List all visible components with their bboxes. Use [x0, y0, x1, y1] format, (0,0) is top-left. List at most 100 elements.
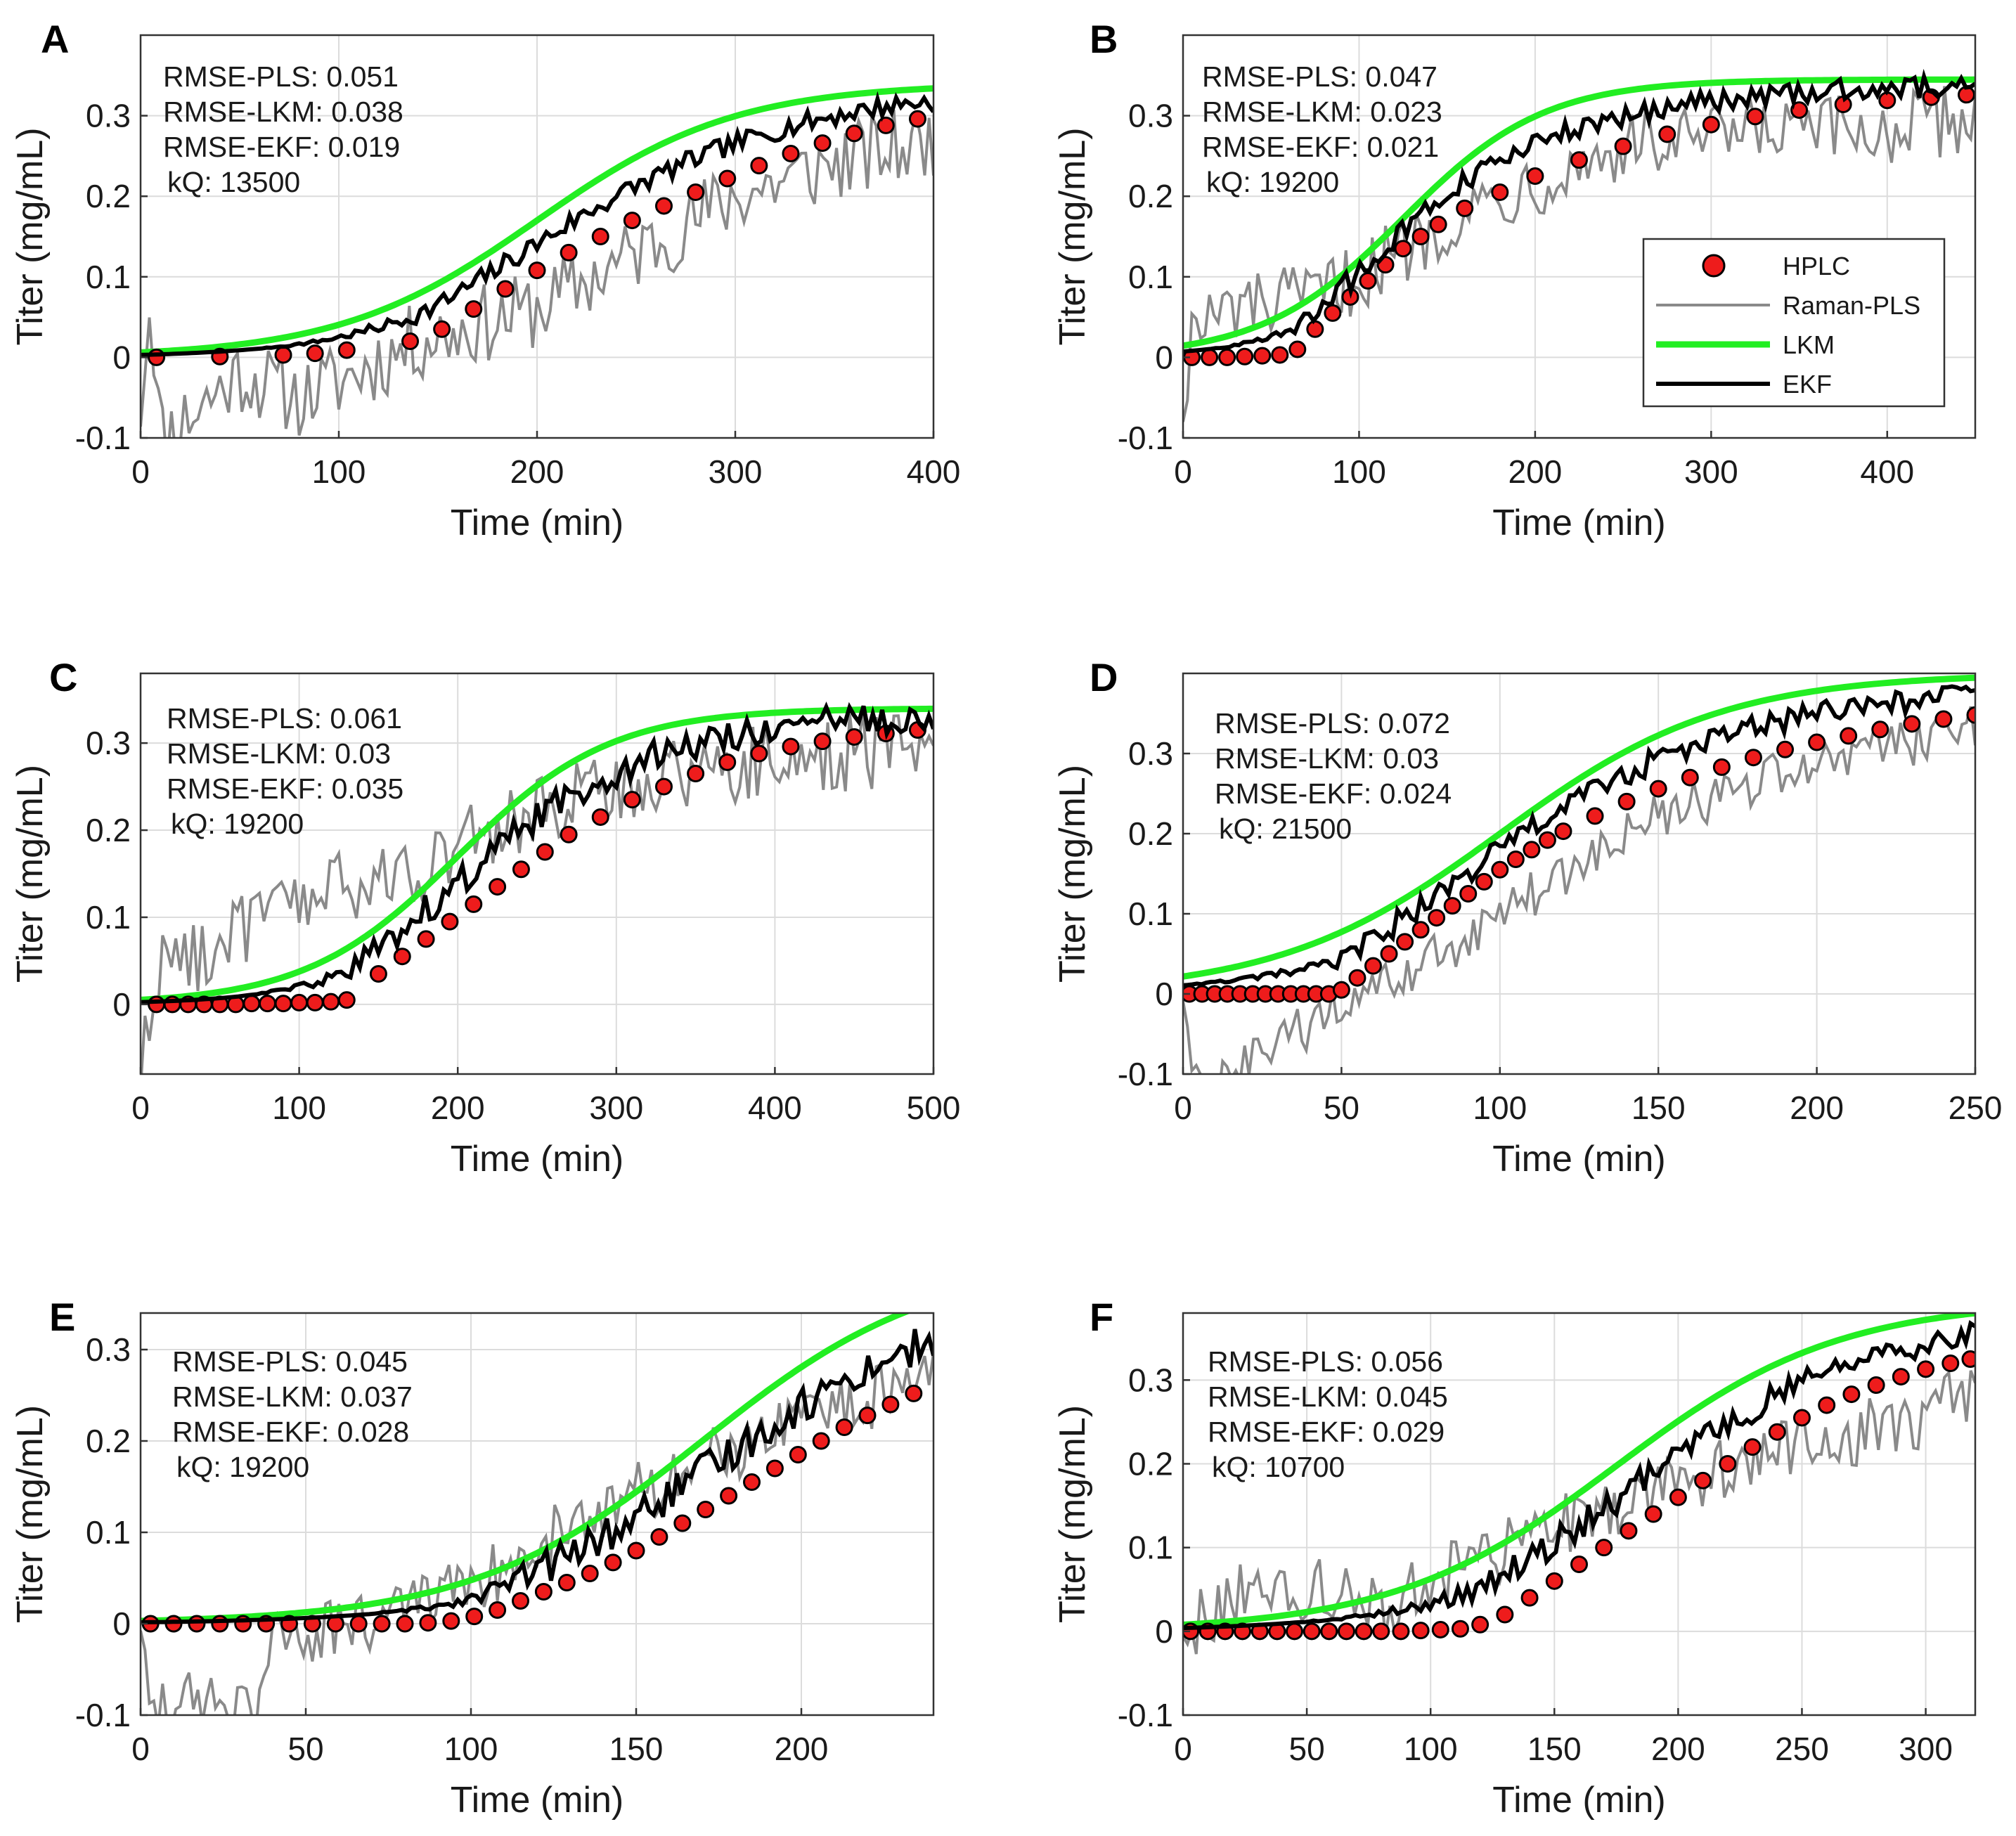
- hplc-point: [1570, 151, 1588, 169]
- hplc-point: [1917, 1360, 1935, 1378]
- hplc-point: [512, 1592, 529, 1610]
- hplc-point: [1355, 1622, 1373, 1641]
- y-tick-label: 0.3: [1128, 735, 1173, 772]
- x-tick-label: 400: [907, 453, 961, 490]
- hplc-point: [1428, 909, 1446, 927]
- x-tick-label: 100: [444, 1731, 498, 1767]
- hplc-point: [1934, 710, 1953, 728]
- x-tick-label: 100: [312, 453, 366, 490]
- y-tick-label: 0.2: [86, 812, 131, 848]
- hplc-point: [1586, 807, 1604, 825]
- hplc-point: [560, 825, 578, 843]
- plot-area: [1183, 1313, 1975, 1655]
- hplc-point: [1620, 1522, 1638, 1540]
- annotation-text: RMSE-LKM: 0.03: [1215, 742, 1439, 775]
- annotation-text: RMSE-EKF: 0.024: [1215, 777, 1452, 810]
- annotation-text: RMSE-LKM: 0.038: [163, 96, 403, 128]
- hplc-point: [557, 1574, 576, 1591]
- series-lkm: [1183, 76, 1975, 349]
- hplc-point: [465, 895, 483, 913]
- axes-frame: [1182, 672, 1977, 1075]
- hplc-point: [845, 728, 863, 746]
- hplc-point: [789, 1446, 807, 1463]
- y-tick-label: 0.3: [86, 1331, 131, 1368]
- hplc-point: [1644, 1505, 1662, 1523]
- hplc-point: [782, 737, 800, 756]
- x-tick-label: 500: [907, 1090, 961, 1126]
- hplc-point: [1320, 1622, 1338, 1641]
- hplc-point: [290, 993, 309, 1011]
- x-axis-label: Time (min): [451, 1139, 624, 1179]
- panel-letter: E: [49, 1295, 75, 1339]
- hplc-point: [1506, 850, 1525, 868]
- hplc-point: [1554, 822, 1572, 841]
- y-tick-label: 0.2: [86, 178, 131, 214]
- hplc-point: [512, 860, 530, 879]
- annotation-text: RMSE-EKF: 0.028: [172, 1416, 409, 1448]
- y-tick-label: 0.2: [1128, 815, 1173, 852]
- annotation-text: kQ: 10700: [1212, 1451, 1345, 1483]
- hplc-point: [720, 1487, 738, 1505]
- hplc-point: [1840, 727, 1858, 745]
- x-tick-label: 50: [287, 1731, 323, 1767]
- hplc-point: [1491, 860, 1509, 879]
- hplc-point: [1218, 348, 1236, 366]
- x-tick-label: 400: [1860, 453, 1914, 490]
- hplc-point: [1475, 872, 1493, 891]
- hplc-point: [1459, 885, 1478, 903]
- hplc-point: [1768, 1423, 1786, 1441]
- hplc-point: [718, 753, 737, 771]
- hplc-point: [1617, 792, 1636, 810]
- hplc-point: [243, 995, 261, 1013]
- axes-frame: [139, 1312, 935, 1717]
- hplc-point: [1614, 137, 1632, 155]
- hplc-point: [188, 1615, 206, 1633]
- x-tick-label: 200: [775, 1731, 829, 1767]
- annotation-text: RMSE-LKM: 0.037: [172, 1381, 413, 1413]
- hplc-point: [687, 183, 705, 201]
- y-tick-label: 0: [112, 339, 131, 375]
- hplc-point: [1271, 346, 1289, 364]
- hplc-point: [536, 843, 554, 861]
- hplc-point: [1520, 1589, 1539, 1607]
- plot-area: [1183, 68, 1975, 422]
- hplc-point: [623, 212, 641, 230]
- hplc-point: [489, 1601, 507, 1619]
- hplc-point: [1712, 758, 1731, 776]
- hplc-point: [1392, 1622, 1410, 1641]
- y-tick-label: 0.1: [86, 899, 131, 936]
- hplc-point: [1719, 1455, 1737, 1473]
- hplc-point: [845, 124, 863, 143]
- hplc-point: [401, 332, 420, 350]
- hplc-point: [750, 157, 768, 175]
- y-tick-label: 0: [1155, 976, 1173, 1012]
- x-tick-label: 400: [748, 1090, 802, 1126]
- x-tick-label: 0: [1174, 1731, 1192, 1767]
- y-tick-label: 0.3: [1128, 1362, 1173, 1398]
- hplc-point: [697, 1501, 715, 1518]
- axes-frame: [1182, 1312, 1977, 1717]
- legend: HPLC Raman-PLS LKM EKF: [1642, 238, 1946, 408]
- plot-area: [1183, 674, 1975, 1074]
- hplc-point: [835, 1418, 853, 1436]
- y-axis-label: Titer (mg/mL): [10, 1405, 51, 1623]
- hplc-point: [813, 732, 832, 751]
- hplc-point: [1201, 348, 1219, 366]
- hplc-point: [858, 1407, 877, 1425]
- hplc-point: [1702, 115, 1720, 134]
- y-axis-label: Titer (mg/mL): [1052, 127, 1093, 345]
- y-tick-label: 0.3: [86, 98, 131, 134]
- series-raman-pls: [141, 712, 933, 1074]
- hplc-point: [718, 169, 737, 188]
- hplc-point: [1871, 720, 1889, 739]
- hplc-point: [148, 995, 166, 1014]
- hplc-point: [306, 993, 324, 1011]
- hplc-point: [1471, 1615, 1490, 1634]
- series-raman-pls: [1183, 706, 1975, 1074]
- y-tick-label: 0.1: [1128, 896, 1173, 932]
- annotation-text: RMSE-LKM: 0.045: [1208, 1381, 1448, 1413]
- hplc-point: [654, 777, 673, 796]
